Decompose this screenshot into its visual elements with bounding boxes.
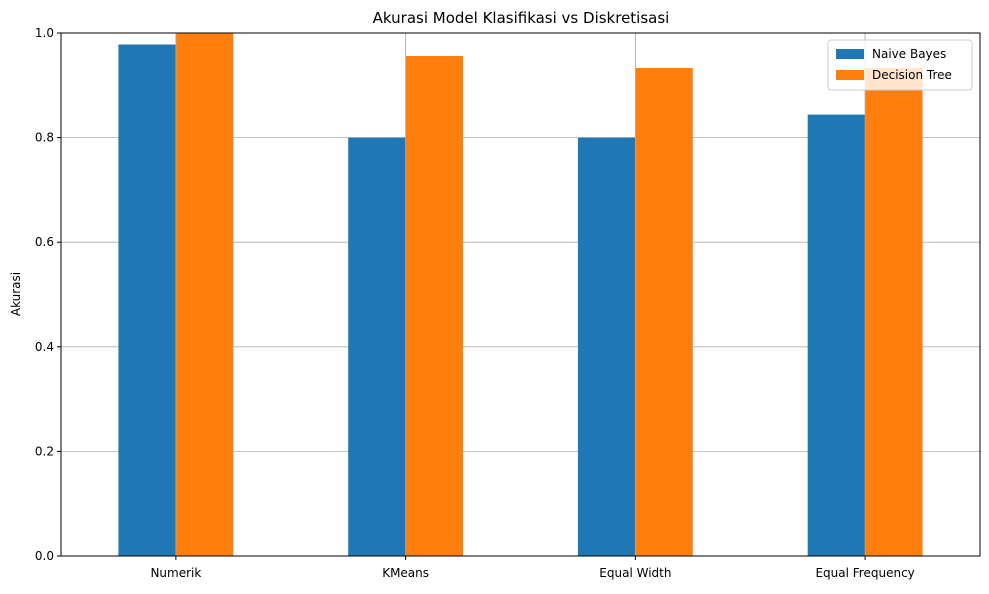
bar-naive-bayes-3 [807,114,866,556]
y-tick-label-3: 0.6 [35,235,54,249]
y-tick-label-1: 0.2 [35,444,54,458]
y-tick-label-4: 0.8 [35,131,54,145]
axes: 0.0 0.2 0.4 0.6 0.8 1.0 Numerik KMeans Equal Wid… [35,26,981,580]
bar-naive-bayes-2 [577,137,636,556]
bar-naive-bayes-1 [348,137,406,556]
legend: Naive Bayes Decision Tree [827,39,973,91]
legend-swatch-1 [836,70,864,80]
y-tick-label-5: 1.0 [35,26,54,40]
plot-frame [60,32,981,557]
legend-label-0: Naive Bayes [872,47,946,61]
x-tick-label-2: Equal Width [599,566,671,580]
y-tick-label-2: 0.4 [35,340,54,354]
bars [118,33,923,557]
x-tick-label-3: Equal Frequency [815,566,914,580]
bar-decision-tree-0 [175,33,234,556]
chart-title: Akurasi Model Klasifikasi vs Diskretisas… [373,9,670,27]
bar-naive-bayes-0 [118,44,176,556]
bar-decision-tree-2 [635,68,693,556]
legend-swatch-0 [836,49,864,59]
x-tick-label-1: KMeans [382,566,429,580]
bar-decision-tree-3 [865,68,923,556]
legend-label-1: Decision Tree [872,68,952,82]
y-tick-label-0: 0.0 [35,549,54,563]
bar-decision-tree-1 [405,56,464,557]
y-axis-label: Akurasi [9,272,23,316]
x-tick-label-0: Numerik [150,566,201,580]
